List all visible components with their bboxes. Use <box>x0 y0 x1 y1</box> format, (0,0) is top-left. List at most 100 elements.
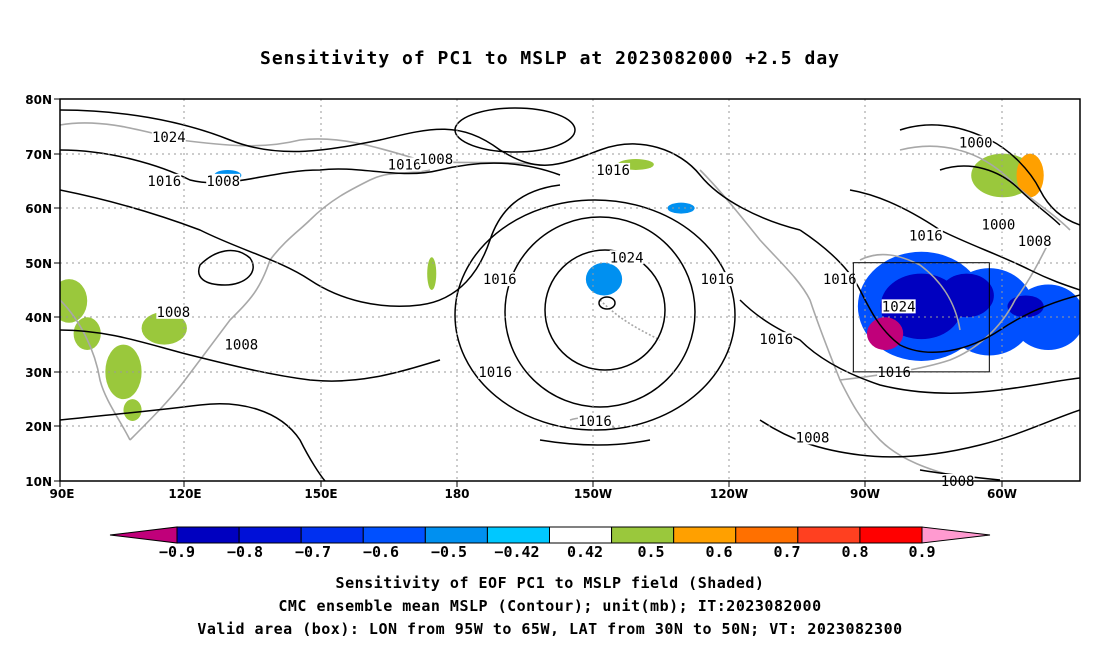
colorbar-swatch <box>797 526 861 544</box>
lat-label: 10N <box>25 475 52 489</box>
colorbar-swatch <box>486 526 550 544</box>
sensitivity-patch <box>123 399 142 421</box>
lon-label: 150W <box>574 487 612 501</box>
lon-label: 90W <box>850 487 880 501</box>
colorbar-swatch <box>362 526 426 544</box>
colorbar-swatch <box>300 526 364 544</box>
valid-area-box <box>852 262 990 373</box>
colorbar-underflow <box>109 526 178 544</box>
colorbar-label: −0.42 <box>494 543 539 561</box>
lon-label: 120W <box>710 487 748 501</box>
caption-line-2: CMC ensemble mean MSLP (Contour); unit(m… <box>278 597 822 615</box>
isobar-label-background <box>609 250 644 265</box>
colorbar-label: 0.9 <box>908 543 935 561</box>
isobar-label: 1008 <box>941 474 975 490</box>
isobar-label-background <box>577 413 612 428</box>
isobar-label-background <box>419 152 454 167</box>
isobar-label: 1008 <box>224 338 258 354</box>
isobar-label: 1016 <box>478 365 512 381</box>
isobar-label: 1008 <box>156 305 190 321</box>
isobar-label-background <box>908 228 943 243</box>
colorbar-swatch <box>549 526 613 544</box>
colorbar-label: 0.7 <box>773 543 800 561</box>
isobar-label-background <box>224 337 259 352</box>
sensitivity-patch <box>141 311 187 345</box>
isobar-label: 1016 <box>578 414 612 430</box>
colorbar-label: 0.42 <box>567 543 603 561</box>
isobar-label: 1016 <box>388 157 422 173</box>
isobar-label: 1016 <box>596 163 630 179</box>
isobar-label-background <box>881 299 916 314</box>
caption-line-1: Sensitivity of EOF PC1 to MSLP field (Sh… <box>335 574 765 592</box>
colorbar-label: −0.6 <box>363 543 399 561</box>
isobar-label-background <box>387 157 422 172</box>
isobar-label: 1016 <box>147 174 181 190</box>
isobar-label-background <box>981 217 1016 232</box>
colorbar-label: −0.5 <box>431 543 467 561</box>
isobar-label: 1000 <box>982 218 1016 234</box>
lon-label: 60W <box>987 487 1017 501</box>
colorbar-label: −0.8 <box>227 543 263 561</box>
colorbar-label: 0.6 <box>705 543 732 561</box>
colorbar-overflow <box>921 526 991 544</box>
lon-label: 150E <box>304 487 337 501</box>
lat-label: 60N <box>25 202 52 216</box>
isobar-label-background <box>958 135 993 150</box>
sensitivity-patch <box>667 202 695 214</box>
isobar-label-background <box>206 173 241 188</box>
isobar-label-background <box>151 130 186 145</box>
colorbar-swatch <box>424 526 488 544</box>
sensitivity-patch <box>105 344 142 400</box>
isobar-label: 1008 <box>419 152 453 168</box>
colorbar-label: −0.9 <box>159 543 195 561</box>
isobar-label: 1024 <box>882 299 916 315</box>
isobar-label: 1016 <box>877 365 911 381</box>
colorbar-label: 0.8 <box>841 543 868 561</box>
colorbar: −0.9 −0.8 −0.7 −0.6 −0.5 −0.42 0.42 0.5 … <box>109 526 991 561</box>
lon-label: 180 <box>444 487 469 501</box>
caption-line-3: Valid area (box): LON from 95W to 65W, L… <box>197 620 903 638</box>
isobar-label: 1016 <box>759 332 793 348</box>
isobar-label: 1024 <box>152 130 186 146</box>
chart-title: Sensitivity of PC1 to MSLP at 2023082000… <box>259 48 840 69</box>
lon-label: 90E <box>50 487 75 501</box>
isobar-label: 1016 <box>483 272 517 288</box>
isobar-label-background <box>147 173 182 188</box>
isobar-label: 1008 <box>796 430 830 446</box>
axis-ticks <box>54 98 1003 487</box>
colorbar-swatch <box>673 526 737 544</box>
isobar-label-background <box>759 332 794 347</box>
colorbar-swatch <box>611 526 675 544</box>
isobar-label-background <box>700 272 735 287</box>
isobar-label: 1008 <box>1018 234 1052 250</box>
isobar-label-background <box>1017 233 1052 248</box>
sensitivity-patch <box>585 262 623 296</box>
isobar-label: 1008 <box>206 174 240 190</box>
colorbar-swatch <box>176 526 240 544</box>
isobar-label: 1016 <box>909 228 943 244</box>
longitude-labels: 90E 120E 150E 180 150W 120W 90W 60W <box>50 487 1017 501</box>
sensitivity-patch <box>60 279 88 323</box>
isobar-label: 1016 <box>823 272 857 288</box>
isobar-label: 1000 <box>959 136 993 152</box>
sensitivity-patch <box>427 257 437 290</box>
latitude-labels: 80N 70N 60N 50N 40N 30N 20N 10N <box>25 93 52 489</box>
lon-label: 120E <box>168 487 201 501</box>
isobar-label-background <box>596 162 631 177</box>
colorbar-swatch <box>238 526 302 544</box>
isobars <box>60 107 1080 481</box>
lat-label: 30N <box>25 366 52 380</box>
map-frame <box>59 98 1081 482</box>
isobar-label: 1024 <box>610 250 644 266</box>
lat-label: 50N <box>25 257 52 271</box>
isobar-label-background <box>482 272 517 287</box>
isobar-label: 1016 <box>700 272 734 288</box>
isobar-label-background <box>478 364 513 379</box>
sensitivity-patch <box>866 317 904 351</box>
colorbar-swatch <box>859 526 923 544</box>
lat-label: 80N <box>25 93 52 107</box>
colorbar-label: 0.5 <box>637 543 664 561</box>
colorbar-label: −0.7 <box>295 543 331 561</box>
